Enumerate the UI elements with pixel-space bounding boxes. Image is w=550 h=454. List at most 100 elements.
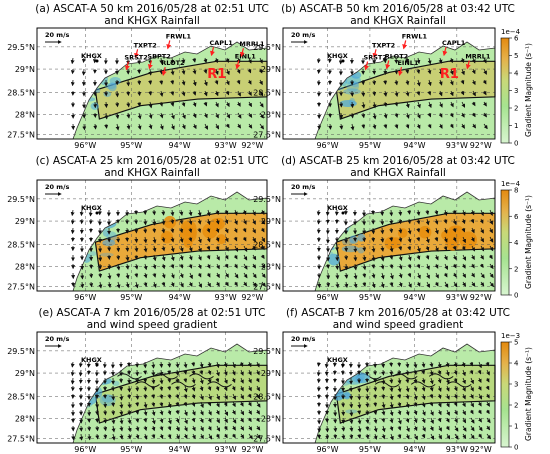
wind-vector — [460, 79, 465, 85]
wind-vector — [326, 281, 331, 288]
wind-vector — [486, 425, 491, 431]
wind-vector — [362, 281, 367, 287]
wind-vector — [486, 369, 490, 376]
station-arrow — [465, 60, 471, 70]
radar-marker — [95, 363, 99, 367]
station-arrow — [385, 60, 391, 70]
wind-vector — [206, 236, 211, 243]
wind-vector — [126, 112, 131, 119]
wind-vector — [206, 263, 211, 269]
wind-vector — [416, 79, 421, 87]
wind-vector — [179, 272, 184, 279]
wind-vector — [380, 227, 385, 235]
wind-vector — [405, 101, 410, 109]
wind-vector — [151, 425, 156, 432]
wind-vector — [225, 101, 230, 108]
lat-tick-label: 28°N — [261, 263, 281, 272]
wind-vector — [197, 218, 202, 225]
wind-vector — [407, 227, 412, 235]
wind-vector — [200, 433, 204, 440]
wind-vector — [425, 227, 430, 234]
wind-vector — [394, 57, 399, 64]
station-label: SBPT2 — [147, 52, 170, 60]
wind-vector — [471, 79, 476, 86]
lon-tick-label: 92°W — [241, 445, 263, 454]
wind-vector — [159, 409, 164, 416]
wind-vector — [192, 68, 197, 75]
wind-vector — [216, 263, 220, 270]
wind-vector — [361, 123, 366, 129]
wind-vector — [349, 417, 354, 425]
wind-vector — [159, 90, 164, 97]
wind-vector — [188, 218, 193, 226]
wind-vector — [454, 433, 459, 440]
wind-vector — [452, 227, 457, 233]
wind-vector — [461, 209, 466, 216]
wind-vector — [443, 254, 448, 261]
wind-vector — [437, 377, 442, 384]
wind-vector — [152, 218, 157, 226]
wind-vector — [192, 79, 197, 87]
wind-vector — [214, 90, 219, 97]
wind-vector — [381, 377, 386, 385]
wind-vector — [398, 272, 403, 279]
wind-vector — [125, 245, 130, 252]
wind-vector — [421, 377, 426, 384]
wind-vector — [215, 409, 220, 415]
wind-vector — [430, 409, 434, 416]
wind-vector — [170, 57, 175, 65]
wind-vector — [252, 236, 256, 243]
wind-vector — [489, 245, 494, 252]
scale-arrow-label: 20 m/s — [45, 183, 69, 191]
wind-vector — [148, 123, 153, 130]
wind-vector — [461, 123, 465, 129]
wind-vector — [234, 245, 239, 253]
colorbar-tick-label: 2 — [514, 402, 518, 410]
wind-vector — [425, 236, 430, 244]
wind-vector — [248, 425, 253, 431]
wind-vector — [159, 369, 164, 377]
lon-tick-label: 93°W — [215, 445, 237, 454]
wind-vector — [373, 393, 378, 400]
wind-vector — [79, 209, 84, 217]
lat-tick-label: 28°N — [15, 111, 35, 120]
lon-tick-label: 92°W — [241, 141, 263, 150]
wind-vector — [191, 409, 196, 416]
wind-vector — [148, 101, 153, 109]
wind-vector — [449, 112, 454, 118]
wind-vector — [421, 409, 426, 416]
colorbar-tick-label: 6 — [514, 213, 519, 221]
wind-vector — [349, 401, 354, 409]
wind-vector — [159, 57, 164, 65]
wind-vector — [240, 393, 244, 400]
wind-vector — [152, 245, 157, 253]
rainfall-blob — [343, 391, 351, 400]
wind-vector — [148, 112, 153, 119]
rainfall-blob — [103, 91, 112, 98]
wind-vector — [462, 409, 466, 416]
wind-vector — [416, 227, 421, 233]
wind-vector — [234, 218, 238, 225]
station-label: TXPT2 — [134, 41, 157, 49]
lat-tick-label: 27.5°N — [253, 283, 281, 292]
wind-vector — [148, 79, 153, 85]
wind-vector — [179, 209, 184, 216]
wind-vector — [247, 361, 252, 368]
lat-tick-label: 29°N — [15, 217, 35, 226]
wind-vector — [443, 245, 448, 251]
wind-vector — [416, 218, 421, 225]
wind-vector — [452, 272, 457, 278]
scale-arrow: 20 m/s — [45, 335, 69, 348]
lon-tick-label: 94°W — [403, 293, 425, 302]
wind-vector — [119, 409, 124, 416]
wind-vector — [127, 417, 132, 425]
wind-vector — [225, 90, 230, 96]
coastline — [282, 27, 496, 140]
wind-vector — [489, 236, 494, 243]
wind-vector — [480, 281, 485, 287]
wind-vector — [413, 425, 418, 432]
wind-vector — [126, 79, 131, 87]
wind-vector — [480, 272, 485, 279]
wind-vector — [365, 385, 370, 393]
wind-vector — [362, 245, 367, 252]
